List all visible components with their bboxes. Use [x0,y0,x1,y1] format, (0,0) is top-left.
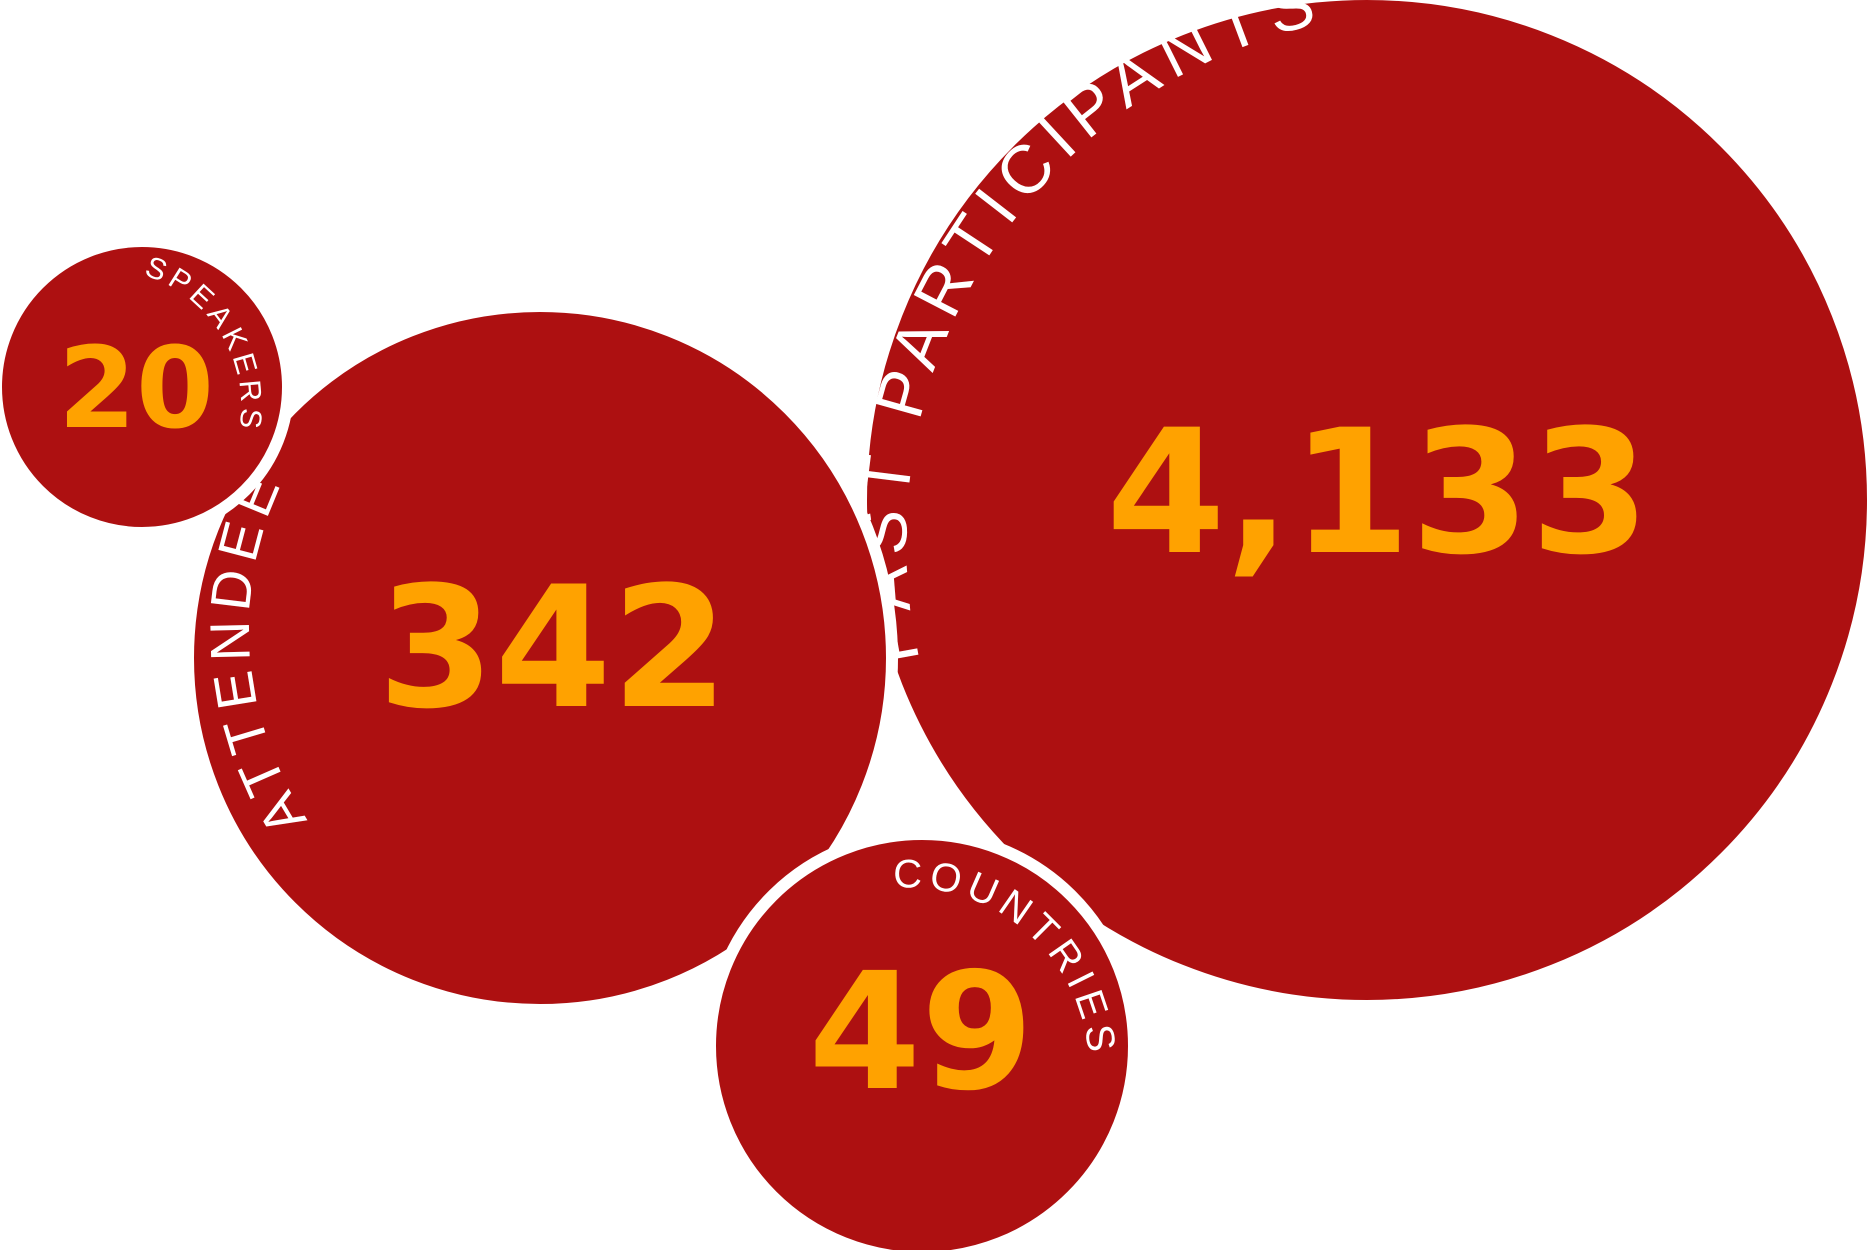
past-participants-value: 4,133 [1106,392,1650,593]
attendees-circle [182,300,898,1016]
countries-bubble: COUNTRIES 49 [704,828,1140,1250]
past-participants-bubble: PAST PARTICIPANTS 4,133 [845,0,1875,1012]
speakers-bubble: SPEAKERS 20 [0,235,294,539]
speakers-circle [0,235,294,539]
countries-value: 49 [808,939,1033,1127]
countries-circle [704,828,1140,1250]
attendees-value: 342 [378,550,729,746]
speakers-value: 20 [58,324,214,454]
